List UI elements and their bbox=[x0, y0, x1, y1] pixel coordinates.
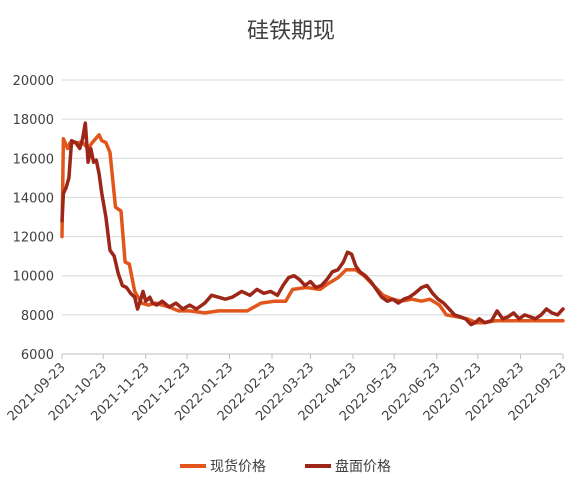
gridlines bbox=[62, 79, 563, 316]
series-line-2 bbox=[60, 121, 565, 327]
series-lines bbox=[60, 121, 565, 327]
y-tick-label: 18000 bbox=[13, 113, 54, 128]
y-tick-label: 8000 bbox=[21, 309, 54, 324]
legend-label: 现货价格 bbox=[210, 458, 266, 475]
y-tick-label: 12000 bbox=[13, 231, 54, 246]
x-axis: 2021-09-232021-10-232021-11-232021-12-23… bbox=[5, 353, 570, 424]
chart-title: 硅铁期现 bbox=[247, 19, 335, 44]
y-tick-label: 20000 bbox=[13, 74, 54, 89]
legend: 现货价格 盘面价格 bbox=[180, 458, 391, 475]
y-tick-label: 16000 bbox=[13, 152, 54, 167]
y-tick-label: 10000 bbox=[13, 270, 54, 285]
series-line-1 bbox=[60, 133, 565, 325]
y-tick-label: 6000 bbox=[21, 348, 54, 363]
y-axis-ticks: 6000 8000 10000 12000 14000 16000 18000 20000 bbox=[13, 74, 54, 363]
legend-label: 盘面价格 bbox=[335, 458, 391, 475]
y-tick-label: 14000 bbox=[13, 191, 54, 206]
